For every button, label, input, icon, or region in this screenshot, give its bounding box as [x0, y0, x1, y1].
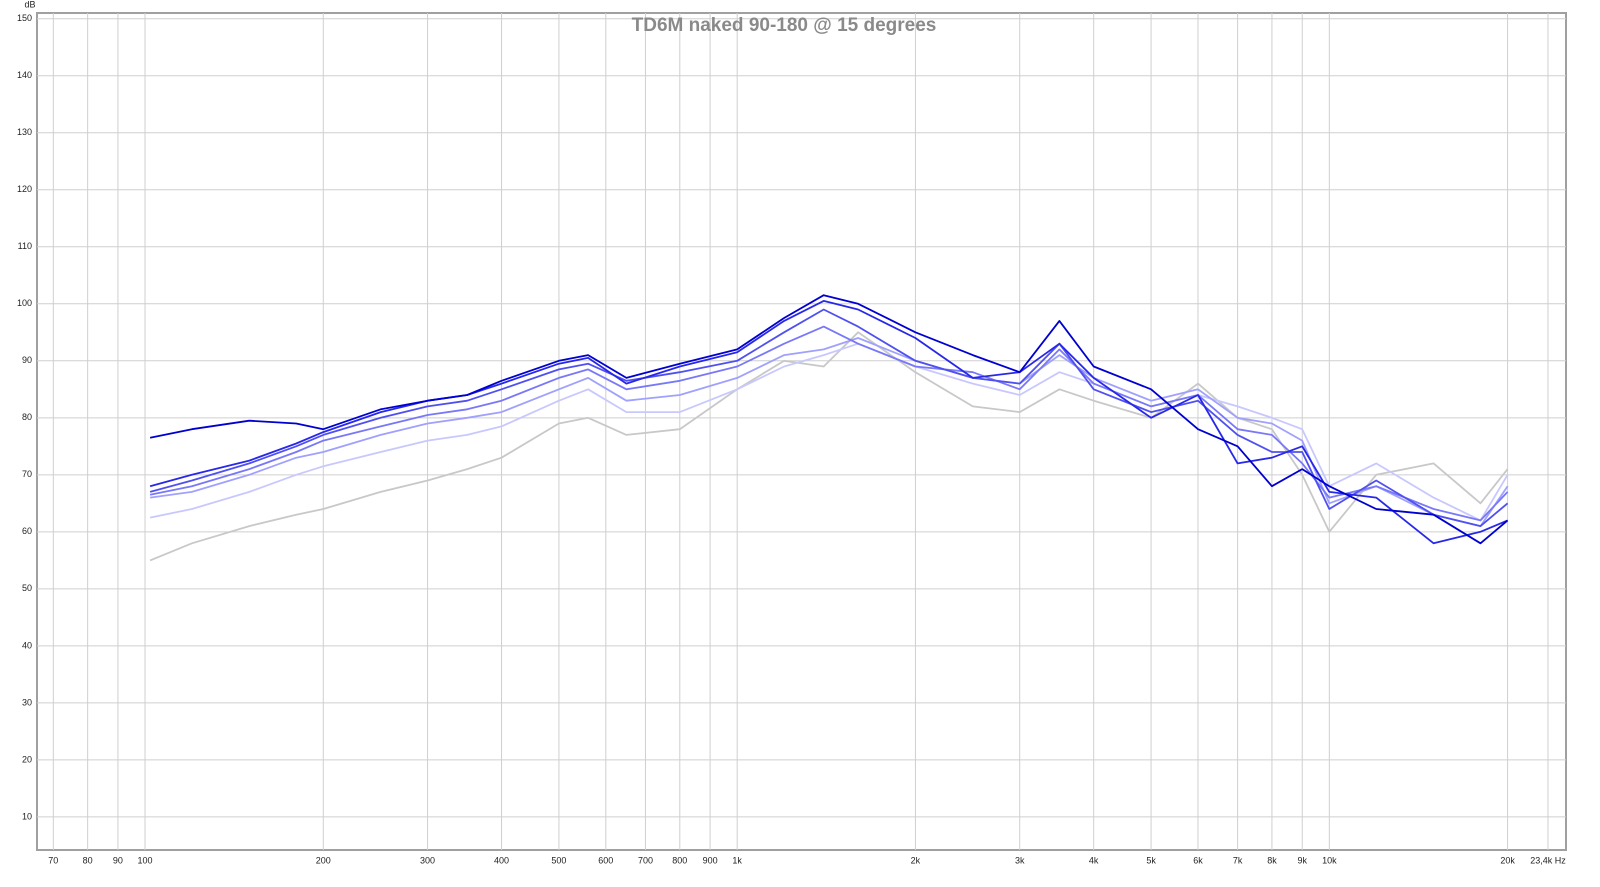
series-line [149, 294, 1509, 545]
x-tick-label: 70 [48, 855, 58, 865]
x-tick-label: 700 [638, 855, 653, 865]
series-line [149, 308, 1509, 527]
x-tick-label: 400 [494, 855, 509, 865]
x-tick-label: 1k [732, 855, 742, 865]
series-line [149, 300, 1508, 545]
x-tick-label: 200 [316, 855, 331, 865]
x-tick-label: 100 [138, 855, 153, 865]
series-line [149, 342, 1509, 522]
y-tick-label: 80 [22, 412, 32, 422]
y-tick-label: 40 [22, 640, 32, 650]
x-tick-label: 900 [703, 855, 718, 865]
x-tick-label: 500 [551, 855, 566, 865]
y-tick-label: 60 [22, 526, 32, 536]
series-line [149, 337, 1509, 527]
x-tick-label: 300 [420, 855, 435, 865]
y-tick-label: 110 [18, 241, 32, 251]
x-tick-label: 9k [1297, 855, 1307, 865]
x-tick-label: 90 [113, 855, 123, 865]
x-tick-label: 20k [1500, 855, 1515, 865]
x-tick-label: 80 [83, 855, 93, 865]
y-tick-label: 50 [22, 583, 32, 593]
x-tick-label: 5k [1146, 855, 1156, 865]
x-tick-label: 4k [1089, 855, 1099, 865]
x-tick-label: 23,4k Hz [1530, 855, 1566, 865]
x-tick-label: 6k [1193, 855, 1203, 865]
plot-area [36, 12, 1567, 851]
series-line [149, 325, 1509, 522]
y-axis-label: dB [24, 0, 35, 9]
y-tick-label: 140 [17, 70, 32, 80]
y-tick-label: 30 [22, 697, 32, 707]
x-tick-label: 10k [1322, 855, 1337, 865]
y-tick-label: 90 [22, 355, 32, 365]
x-tick-label: 8k [1267, 855, 1277, 865]
y-tick-label: 20 [22, 754, 32, 764]
x-tick-label: 7k [1233, 855, 1243, 865]
x-tick-label: 600 [598, 855, 613, 865]
y-tick-label: 150 [17, 13, 32, 23]
x-tick-label: 800 [672, 855, 687, 865]
chart-title: TD6M naked 90-180 @ 15 degrees [632, 15, 937, 36]
y-tick-label: 70 [22, 469, 32, 479]
y-tick-label: 130 [17, 127, 32, 137]
x-tick-label: 2k [911, 855, 921, 865]
y-tick-label: 10 [22, 811, 32, 821]
x-tick-label: 3k [1015, 855, 1025, 865]
y-tick-label: 100 [17, 298, 32, 308]
y-tick-label: 120 [17, 184, 32, 194]
